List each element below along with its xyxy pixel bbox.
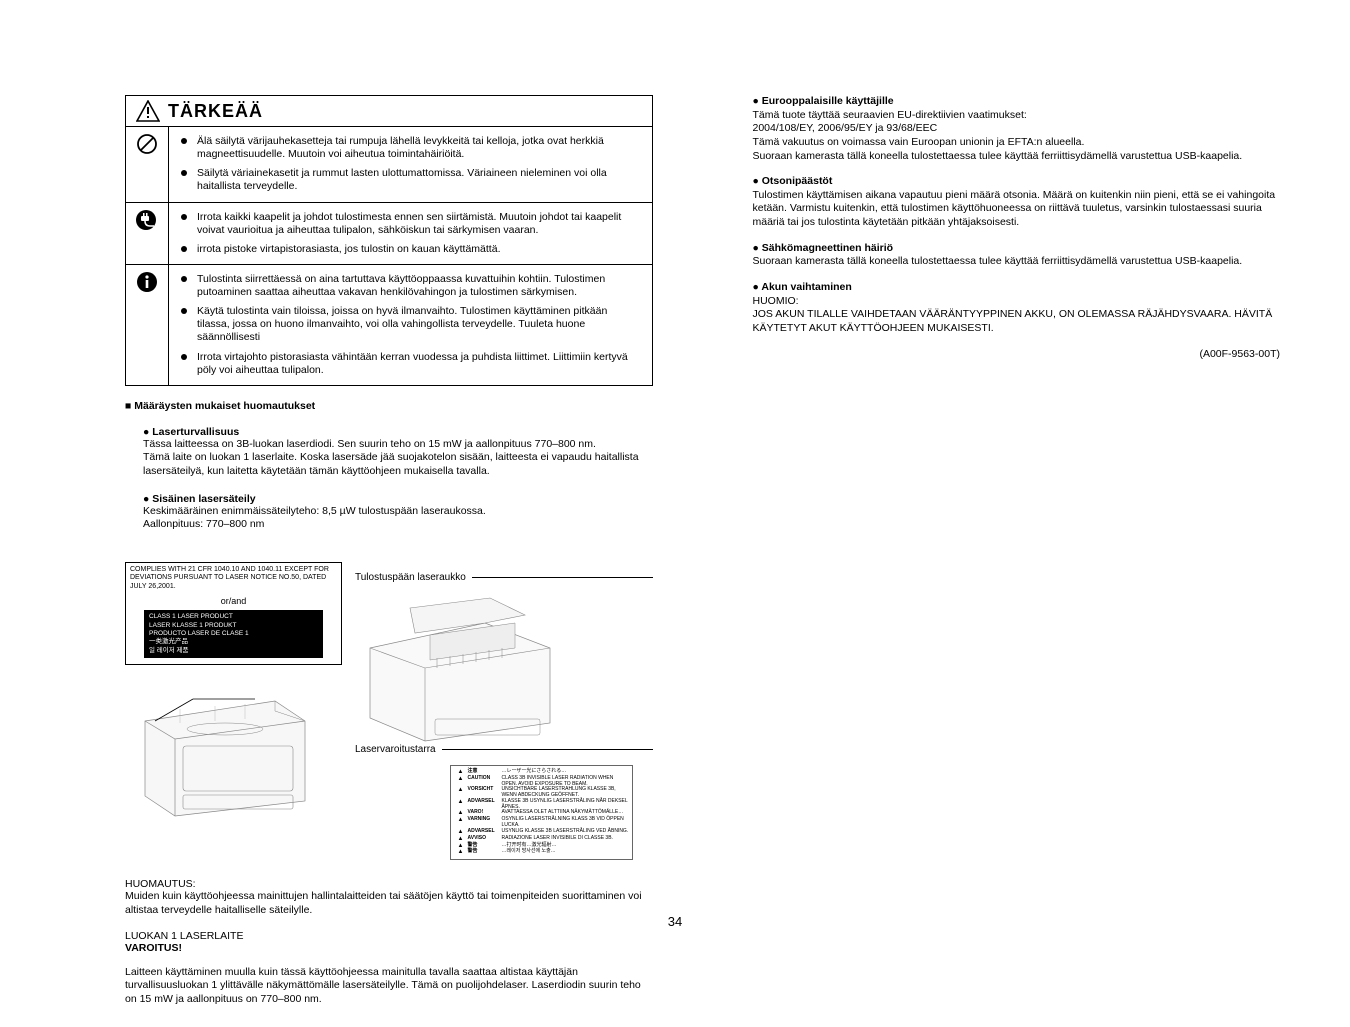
ozone-body: Tulostimen käyttämisen aikana vapautuu p…: [753, 189, 1281, 230]
warn-bullet: Irrota virtajohto pistorasiasta vähintää…: [197, 351, 642, 377]
varoitus-head: VAROITUS!: [125, 942, 653, 954]
or-and-label: or/and: [126, 594, 341, 610]
varoitus-body: Laitteen käyttäminen muulla kuin tässä k…: [125, 966, 653, 1007]
battery-head: ● Akun vaihtaminen: [753, 281, 1281, 295]
unplug-icon: [135, 209, 159, 231]
warning-triangle-icon: [136, 100, 160, 122]
laser-warning-sticker-label: Laservaroitustarra: [355, 744, 436, 755]
note-head: HUOMAUTUS:: [125, 878, 653, 890]
info-mandatory-icon: [136, 271, 158, 293]
important-box: TÄRKEÄÄ Älä säilytä värijauhekasetteja t…: [125, 95, 653, 386]
right-column: ● Eurooppalaisille käyttäjille Tämä tuot…: [753, 95, 1281, 1007]
regulations-heading: ■ Määräysten mukaiset huomautukset: [125, 400, 653, 412]
document-reference: (A00F-9563-00T): [753, 348, 1281, 362]
printer-front-icon: [125, 661, 325, 821]
battery-body: JOS AKUN TILALLE VAIHDETAAN VÄÄRÄNTYYPPI…: [753, 308, 1281, 335]
warn-bullet: Säilytä väriainekasetit ja rummut lasten…: [197, 167, 642, 193]
emi-body: Suoraan kamerasta tällä koneella tuloste…: [753, 255, 1281, 269]
compliance-text: COMPLIES WITH 21 CFR 1040.10 AND 1040.11…: [126, 563, 341, 594]
ozone-head: ● Otsonipäästöt: [753, 175, 1281, 189]
battery-sub: HUOMIO:: [753, 295, 1281, 309]
class1-label: CLASS 1 LASER PRODUCT LASER KLASSE 1 PRO…: [144, 610, 323, 658]
warn-bullet: Tulostinta siirrettäessä on aina tartutt…: [197, 273, 642, 299]
eu-users-head: ● Eurooppalaisille käyttäjille: [753, 95, 1281, 109]
class1-device: LUOKAN 1 LASERLAITE: [125, 930, 653, 942]
important-title: TÄRKEÄÄ: [168, 101, 263, 122]
emi-head: ● Sähkömagneettinen häiriö: [753, 242, 1281, 256]
warn-bullet: Älä säilytä värijauhekasetteja tai rumpu…: [197, 135, 642, 161]
page-number: 34: [0, 914, 1350, 929]
left-column: TÄRKEÄÄ Älä säilytä värijauhekasetteja t…: [125, 95, 653, 1007]
compliance-label-box: COMPLIES WITH 21 CFR 1040.10 AND 1040.11…: [125, 562, 342, 665]
warn-row-info: Tulostinta siirrettäessä on aina tartutt…: [126, 265, 652, 385]
diagram-area: COMPLIES WITH 21 CFR 1040.10 AND 1040.11…: [125, 562, 653, 860]
printer-inside-icon: [355, 593, 565, 743]
prohibit-icon: [136, 133, 158, 155]
warn-bullet: Irrota kaikki kaapelit ja johdot tulosti…: [197, 211, 642, 237]
important-header: TÄRKEÄÄ: [126, 96, 652, 127]
warn-bullet: irrota pistoke virtapistorasiasta, jos t…: [197, 243, 500, 256]
warn-row-prohibit: Älä säilytä värijauhekasetteja tai rumpu…: [126, 127, 652, 203]
internal-laser-head: ● Sisäinen lasersäteily: [143, 493, 653, 505]
laser-safety-body: Tässa laitteessa on 3B-luokan laserdiodi…: [143, 438, 653, 479]
eu-users-body: Tämä tuote täyttää seuraavien EU-direkti…: [753, 109, 1281, 164]
internal-laser-body: Keskimääräinen enimmäissäteilyteho: 8,5 …: [143, 505, 653, 532]
laser-warning-sticker: ▲注意…レーザー光にさらされる…▲CAUTIONCLASS 3B INVISIB…: [450, 765, 633, 860]
laser-safety-head: ● Laserturvallisuus: [143, 426, 653, 438]
warn-row-unplug: Irrota kaikki kaapelit ja johdot tulosti…: [126, 203, 652, 265]
laser-aperture-label: Tulostuspään laseraukko: [355, 572, 466, 583]
warn-bullet: Käytä tulostinta vain tiloissa, joissa o…: [197, 305, 642, 344]
